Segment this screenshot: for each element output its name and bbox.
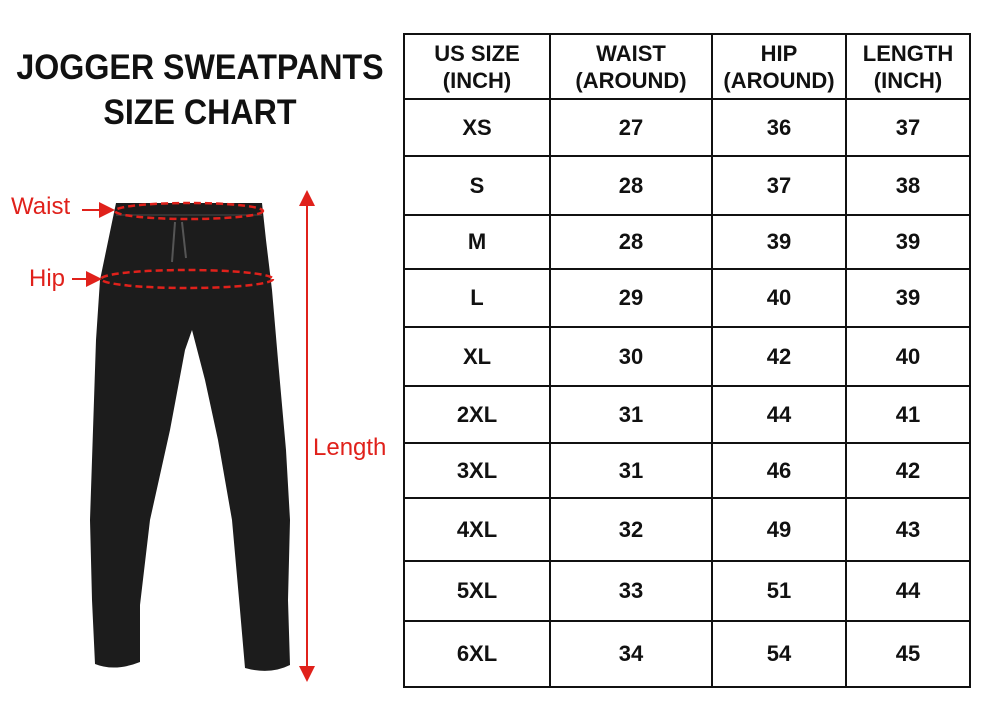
cell-size: XL: [403, 326, 551, 387]
cell-waist: 29: [549, 268, 713, 328]
cell-size: L: [403, 268, 551, 328]
cell-hip: 37: [711, 155, 847, 216]
cell-size: XS: [403, 98, 551, 157]
waist-marker: [113, 201, 265, 221]
size-table: US SIZE (INCH) WAIST (AROUND) HIP (AROUND) …: [403, 33, 971, 688]
table-row: XL 30 42 40: [403, 326, 971, 387]
cell-hip: 42: [711, 326, 847, 387]
cell-waist: 28: [549, 214, 713, 270]
length-label: Length: [313, 434, 387, 461]
header-length: LENGTH (INCH): [845, 33, 971, 100]
cell-length: 39: [845, 214, 971, 270]
table-row: XS 27 36 37: [403, 98, 971, 157]
header-us-size: US SIZE (INCH): [403, 33, 551, 100]
cell-size: 4XL: [403, 497, 551, 562]
waist-label: Waist: [11, 193, 71, 220]
table-row: 4XL 32 49 43: [403, 497, 971, 562]
cell-waist: 28: [549, 155, 713, 216]
cell-size: M: [403, 214, 551, 270]
hip-marker: [99, 268, 275, 290]
header-hip: HIP (AROUND): [711, 33, 847, 100]
table-row: L 29 40 39: [403, 268, 971, 328]
cell-length: 37: [845, 98, 971, 157]
cell-hip: 46: [711, 442, 847, 499]
cell-hip: 44: [711, 385, 847, 444]
cell-hip: 49: [711, 497, 847, 562]
chart-title-line2: SIZE CHART: [103, 93, 297, 132]
cell-waist: 27: [549, 98, 713, 157]
cell-hip: 51: [711, 560, 847, 622]
cell-size: 6XL: [403, 620, 551, 688]
cell-size: 2XL: [403, 385, 551, 444]
cell-length: 44: [845, 560, 971, 622]
cell-length: 38: [845, 155, 971, 216]
pants-shape: [90, 203, 290, 671]
cell-length: 41: [845, 385, 971, 444]
cell-size: S: [403, 155, 551, 216]
table-row: 2XL 31 44 41: [403, 385, 971, 444]
cell-length: 42: [845, 442, 971, 499]
cell-waist: 31: [549, 442, 713, 499]
cell-size: 5XL: [403, 560, 551, 622]
table-row: 5XL 33 51 44: [403, 560, 971, 622]
cell-waist: 30: [549, 326, 713, 387]
cell-length: 43: [845, 497, 971, 562]
header-row: US SIZE (INCH) WAIST (AROUND) HIP (AROUND) …: [403, 33, 971, 100]
table-row: 6XL 34 54 45: [403, 620, 971, 688]
header-waist: WAIST (AROUND): [549, 33, 713, 100]
cell-length: 45: [845, 620, 971, 688]
table-row: M 28 39 39: [403, 214, 971, 270]
cell-waist: 32: [549, 497, 713, 562]
cell-hip: 40: [711, 268, 847, 328]
cell-waist: 33: [549, 560, 713, 622]
cell-waist: 31: [549, 385, 713, 444]
pants-illustration: [72, 190, 315, 682]
table-row: S 28 37 38: [403, 155, 971, 216]
table-row: 3XL 31 46 42: [403, 442, 971, 499]
cell-length: 39: [845, 268, 971, 328]
cell-waist: 34: [549, 620, 713, 688]
cell-length: 40: [845, 326, 971, 387]
cell-hip: 54: [711, 620, 847, 688]
cell-hip: 36: [711, 98, 847, 157]
chart-title-line1: JOGGER SWEATPANTS: [16, 48, 384, 87]
cell-size: 3XL: [403, 442, 551, 499]
hip-label: Hip: [29, 265, 66, 292]
cell-hip: 39: [711, 214, 847, 270]
